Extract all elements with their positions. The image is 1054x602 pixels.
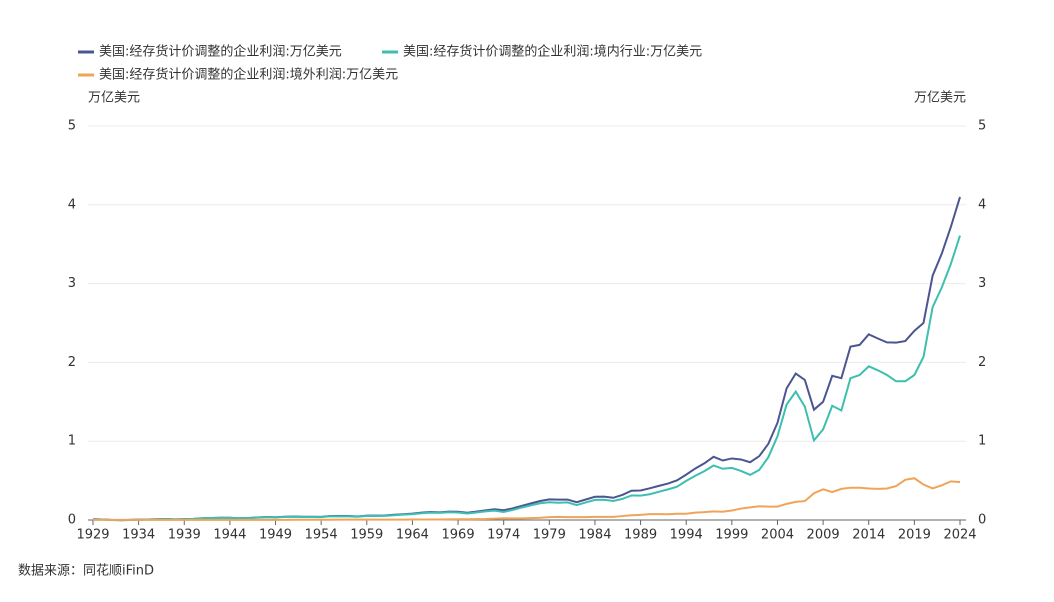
x-tick-label: 1934 <box>122 528 155 543</box>
x-tick-label: 1974 <box>487 528 520 543</box>
x-tick-label: 1939 <box>168 528 201 543</box>
x-tick-label: 1954 <box>305 528 338 543</box>
source: 数据来源：同花顺iFinD <box>18 563 154 579</box>
series-line <box>92 235 961 522</box>
x-tick-label: 1984 <box>578 528 611 543</box>
legend-label: 美国:经存货计价调整的企业利润:万亿美元 <box>99 44 342 60</box>
y2-tick-label: 4 <box>978 197 986 212</box>
x-tick-label: 2004 <box>761 528 794 543</box>
x-tick-label: 1949 <box>259 528 292 543</box>
y2-tick-label: 3 <box>978 276 986 291</box>
series-line <box>92 196 961 522</box>
x-tick-label: 1929 <box>76 528 109 543</box>
x-tick-label: 1964 <box>396 528 429 543</box>
x-tick-label: 1944 <box>213 528 246 543</box>
x-tick-label: 1979 <box>533 528 566 543</box>
y-tick-label: 2 <box>68 355 76 370</box>
x-tick-label: 1994 <box>670 528 703 543</box>
y-tick-label: 4 <box>68 197 76 212</box>
legend-label: 美国:经存货计价调整的企业利润:境外利润:万亿美元 <box>99 67 398 83</box>
x-tick-label: 1989 <box>624 528 657 543</box>
x-tick-label: 2009 <box>807 528 840 543</box>
x-tick-label: 2019 <box>898 528 931 543</box>
x-tick-label: 1999 <box>715 528 748 543</box>
y-axis-label: 万亿美元 <box>88 91 140 106</box>
y2-tick-label: 0 <box>978 513 986 528</box>
x-tick-label: 2014 <box>852 528 885 543</box>
series-line <box>93 477 961 521</box>
y-tick-label: 3 <box>68 276 76 291</box>
x-tick-label: 1959 <box>350 528 383 543</box>
y2-tick-label: 2 <box>978 355 986 370</box>
y2-axis-label: 万亿美元 <box>914 91 966 106</box>
x-tick-label: 1969 <box>442 528 475 543</box>
y-tick-label: 0 <box>68 513 76 528</box>
y-tick-label: 1 <box>68 434 76 449</box>
y-tick-label: 5 <box>68 119 76 134</box>
y2-tick-label: 5 <box>978 119 986 134</box>
legend-label: 美国:经存货计价调整的企业利润:境内行业:万亿美元 <box>403 44 702 60</box>
x-tick-label: 2024 <box>943 528 976 543</box>
y2-tick-label: 1 <box>978 434 986 449</box>
